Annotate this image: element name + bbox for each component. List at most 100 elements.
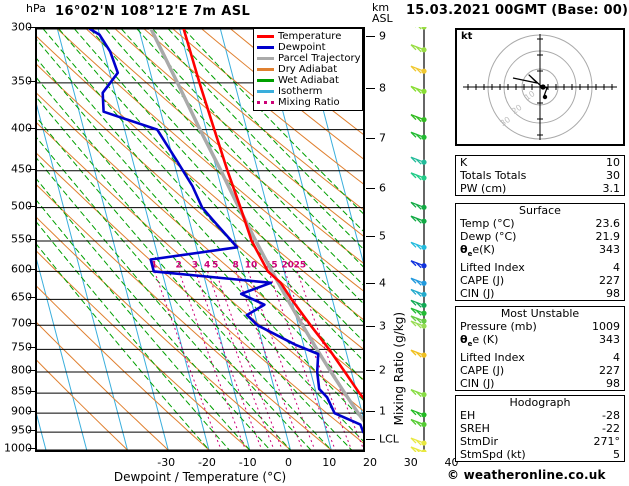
table-row: StmDir 271° <box>456 435 624 448</box>
table-row-label: Totals Totals <box>460 169 527 182</box>
table-row: StmSpd (kt) 5 <box>456 448 624 461</box>
legend-label: Wet Adiabat <box>278 74 339 86</box>
pressure-tick-label: 600 <box>11 262 32 276</box>
svg-text:3: 3 <box>192 261 198 271</box>
pressure-tick <box>28 347 35 349</box>
table-row-value: 98 <box>606 377 620 391</box>
height-tick <box>366 369 375 371</box>
table-row-value: 343 <box>599 243 620 256</box>
table-row-label: Lifted Index <box>460 261 525 275</box>
legend-label: Isotherm <box>278 85 323 97</box>
height-tick-label: 7 <box>379 131 386 145</box>
table-row-value: 23.6 <box>595 217 621 230</box>
legend-swatch <box>257 46 274 49</box>
pressure-tick <box>28 369 35 371</box>
svg-text:8: 8 <box>232 261 238 271</box>
temperature-tick-label: 10 <box>322 456 337 469</box>
height-tick <box>366 439 375 441</box>
wind-barb <box>410 315 427 324</box>
pressure-tick <box>28 448 35 449</box>
station-title: 16°02'N 108°12'E 7m ASL <box>55 4 251 19</box>
table-row-label: EH <box>460 409 476 422</box>
table-row-label: CAPE (J) <box>460 364 505 378</box>
most-unstable-table: Most Unstable Pressure (mb) 1009 θee (K) 343… <box>455 306 625 392</box>
temperature-tick-label: 40 <box>444 456 459 469</box>
svg-text:25: 25 <box>294 261 307 271</box>
wind-barb <box>410 260 427 269</box>
table-row-value: 98 <box>606 287 620 301</box>
height-tick-label: 1 <box>379 404 386 418</box>
pressure-tick-label: 950 <box>11 423 32 437</box>
pressure-tick <box>28 297 35 299</box>
hodograph-plot[interactable]: 10 20 30 <box>455 28 625 146</box>
svg-text:15: 15 <box>265 261 278 271</box>
pressure-tick <box>28 127 35 129</box>
svg-text:5: 5 <box>212 261 218 271</box>
table-row: CAPE (J) 227 <box>456 274 624 287</box>
legend-swatch <box>257 79 274 82</box>
pressure-tick <box>28 205 35 207</box>
pressure-tick <box>28 27 35 28</box>
wind-barb <box>410 307 427 316</box>
table-row-label: θee (K) <box>460 333 499 349</box>
legend-swatch <box>257 90 274 93</box>
pressure-tick <box>28 323 35 325</box>
temperature-tick-label: 20 <box>362 456 377 469</box>
legend-swatch <box>257 57 274 60</box>
table-title: Most Unstable <box>500 307 580 320</box>
legend-item: Temperature <box>257 31 359 42</box>
table-row-label: SREH <box>460 422 490 435</box>
pressure-tick-label: 850 <box>11 384 32 398</box>
pressure-tick-label: 400 <box>11 121 32 135</box>
legend-item: Dewpoint <box>257 42 359 53</box>
table-row: CAPE (J) 227 <box>456 364 624 377</box>
pressure-tick-label: 650 <box>11 290 32 304</box>
pressure-tick-label: 500 <box>11 199 32 213</box>
height-tick <box>366 87 375 89</box>
legend-item: Dry Adiabat <box>257 64 359 75</box>
height-tick <box>366 325 375 327</box>
height-unit-line1: km <box>372 1 390 14</box>
svg-text:10: 10 <box>245 261 258 271</box>
table-row-value: 10 <box>606 156 620 169</box>
wind-barb <box>410 114 427 123</box>
table-row-label: K <box>460 156 468 169</box>
wind-barb <box>410 446 427 452</box>
svg-text:2: 2 <box>175 261 181 271</box>
table-row-label: Lifted Index <box>460 351 525 365</box>
pressure-tick-label: 350 <box>11 74 32 88</box>
pressure-tick-label: 750 <box>11 340 32 354</box>
table-row-value: 227 <box>599 274 620 288</box>
wind-barb <box>410 241 427 250</box>
table-row: Totals Totals 30 <box>456 169 624 182</box>
hodograph-stats-table: Hodograph EH -28 SREH -22 StmDir 271° StmSpd (k… <box>455 395 625 462</box>
wind-barb <box>410 320 427 329</box>
table-row: CIN (J) 98 <box>456 287 624 300</box>
wind-barb <box>410 437 427 446</box>
height-tick-label: 6 <box>379 181 386 195</box>
legend-item: Isotherm <box>257 86 359 97</box>
table-row-value: 1009 <box>592 320 620 333</box>
svg-text:20: 20 <box>510 103 524 116</box>
lcl-label: LCL <box>379 432 399 446</box>
table-title: Hodograph <box>509 396 571 409</box>
table-row: θee (K) 343 <box>456 333 624 351</box>
table-row: Lifted Index 4 <box>456 351 624 364</box>
wind-barb <box>410 277 427 286</box>
pressure-unit-label: hPa <box>26 2 46 15</box>
svg-text:10: 10 <box>523 89 537 102</box>
legend-label: Dry Adiabat <box>278 63 338 75</box>
table-row-label: CIN (J) <box>460 377 495 391</box>
table-row-value: 30 <box>606 169 620 182</box>
chart-legend: Temperature Dewpoint Parcel Trajectory Dry … <box>253 28 363 111</box>
table-row-label: Pressure (mb) <box>460 320 537 333</box>
table-row-value: 5 <box>613 448 620 461</box>
hodograph-unit-label: kt <box>461 31 473 42</box>
table-row: Lifted Index 4 <box>456 261 624 274</box>
temperature-tick-label: 0 <box>284 456 292 469</box>
table-row: EH -28 <box>456 409 624 422</box>
pressure-tick-label: 300 <box>11 20 32 34</box>
table-row-value: 4 <box>613 261 620 275</box>
copyright-text: © weatheronline.co.uk <box>447 468 606 482</box>
table-row: PW (cm) 3.1 <box>456 182 624 195</box>
